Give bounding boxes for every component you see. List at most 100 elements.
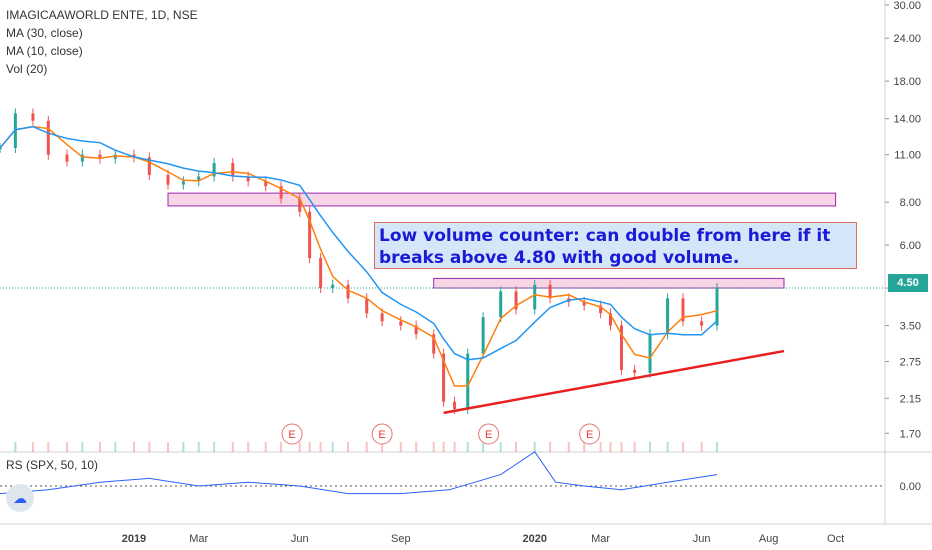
candle-body — [31, 113, 35, 121]
indicator-volume[interactable]: Vol (20) — [6, 62, 48, 76]
resistance-zone — [167, 192, 837, 207]
tradingview-logo[interactable]: ☁ — [6, 484, 34, 512]
x-tick-label: Oct — [827, 533, 844, 545]
volume-bar — [716, 442, 719, 452]
volume-bar — [347, 442, 350, 452]
y-tick-label: 18.00 — [893, 76, 921, 88]
volume-bar — [649, 442, 652, 452]
volume-bar — [620, 442, 623, 452]
annotation-text-box[interactable]: Low volume counter: can double from here… — [374, 222, 857, 269]
candle-body — [65, 154, 69, 162]
volume-bar — [399, 442, 402, 452]
volume-bar — [298, 442, 301, 452]
volume-bar — [182, 442, 185, 452]
current-price-label: 4.50 — [888, 274, 928, 292]
volume-bar — [197, 442, 200, 452]
candle-body — [466, 353, 470, 410]
candle-body — [633, 369, 637, 373]
candle-body — [181, 181, 185, 185]
volume-bar — [365, 442, 368, 452]
volume-bar — [549, 442, 552, 452]
x-tick-label: Jun — [291, 533, 309, 545]
y-tick-label: 30.00 — [893, 0, 921, 12]
y-tick-label: 1.70 — [900, 428, 921, 440]
candle-body — [132, 154, 136, 158]
volume-bar — [666, 442, 669, 452]
candle-body — [453, 401, 457, 410]
y-tick-label: 6.00 — [900, 240, 921, 252]
cloud-icon: ☁ — [13, 490, 27, 506]
volume-bar — [609, 442, 612, 452]
candle-body — [666, 298, 670, 335]
volume-bar — [515, 442, 518, 452]
volume-bar — [599, 442, 602, 452]
earnings-marker-label: E — [378, 429, 385, 441]
volume-bar — [482, 442, 485, 452]
symbol-title[interactable]: IMAGICAAWORLD ENTE, 1D, NSE — [6, 8, 198, 22]
candle-body — [319, 258, 323, 289]
chart-legend: IMAGICAAWORLD ENTE, 1D, NSE MA (30, clos… — [6, 6, 198, 78]
candle-body — [619, 325, 623, 370]
volume-bar — [319, 442, 322, 452]
candle-body — [0, 148, 2, 150]
y-tick-label: 2.75 — [900, 357, 921, 369]
candle-body — [399, 321, 403, 326]
support-trendline — [443, 349, 785, 415]
volume-bar — [47, 442, 50, 452]
y-tick-label: 24.00 — [893, 33, 921, 45]
candle-body — [98, 154, 102, 159]
candle-body — [700, 321, 704, 326]
volume-bar — [331, 442, 334, 452]
y-tick-label: 14.00 — [893, 114, 921, 126]
candle-body — [264, 181, 268, 187]
y-tick-label: 11.00 — [894, 150, 921, 162]
candle-body — [147, 157, 151, 175]
volume-bar — [14, 442, 17, 452]
volume-bar — [31, 442, 34, 452]
y-tick-label: 2.15 — [900, 393, 921, 405]
volume-bar — [132, 442, 135, 452]
volume-bar — [700, 442, 703, 452]
x-tick-label: Sep — [391, 533, 411, 545]
volume-bar — [415, 442, 418, 452]
candle-body — [365, 298, 369, 314]
indicator-ma10[interactable]: MA (10, close) — [6, 44, 83, 58]
volume-bar — [98, 442, 101, 452]
candle-body — [681, 298, 685, 322]
x-tick-label: 2020 — [522, 533, 546, 545]
candle-body — [648, 334, 652, 373]
candle-body — [298, 198, 302, 212]
volume-bar — [264, 442, 267, 452]
volume-bar — [432, 442, 435, 452]
rs-tick-label: 0.00 — [900, 481, 921, 493]
candle-body — [432, 334, 436, 354]
volume-bar — [533, 442, 536, 452]
volume-bar — [280, 442, 283, 452]
volume-bar — [499, 442, 502, 452]
candle-body — [599, 305, 603, 314]
rs-indicator-label[interactable]: RS (SPX, 50, 10) — [6, 458, 99, 472]
volume-bar — [633, 442, 636, 452]
candle-body — [246, 176, 250, 182]
candle-body — [608, 313, 612, 326]
x-tick-label: Jun — [693, 533, 711, 545]
candle-body — [715, 288, 719, 326]
volume-bar — [213, 442, 216, 452]
earnings-marker-icon — [371, 423, 393, 445]
x-tick-label: Mar — [591, 533, 610, 545]
earnings-marker-icon — [281, 423, 303, 445]
rs-line — [0, 451, 718, 495]
candle-body — [80, 154, 84, 162]
ma30-line — [0, 125, 718, 361]
volume-bar — [453, 442, 456, 452]
candle-body — [212, 163, 216, 177]
candle-body — [279, 186, 283, 199]
candle-body — [46, 120, 50, 155]
volume-bar — [681, 442, 684, 452]
y-tick-label: 8.00 — [900, 197, 921, 209]
indicator-ma30[interactable]: MA (30, close) — [6, 26, 83, 40]
volume-bar — [166, 442, 169, 452]
earnings-marker-label: E — [485, 429, 492, 441]
candle-body — [514, 291, 518, 310]
